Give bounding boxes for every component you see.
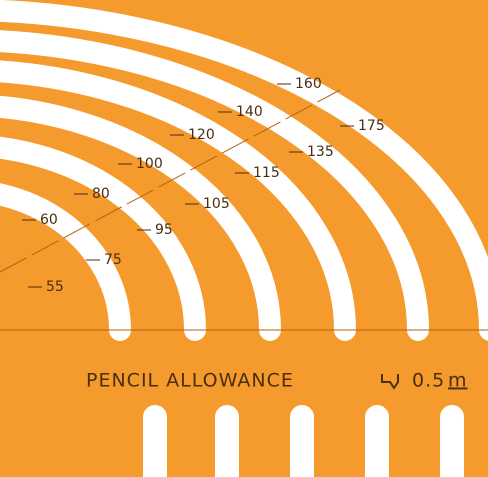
slot (365, 405, 389, 477)
size-label: 175 (358, 118, 385, 134)
allowance: 0.5 (412, 370, 445, 392)
size-label: 135 (307, 144, 334, 160)
size-label: 55 (46, 279, 64, 295)
size-label: 100 (136, 156, 163, 172)
size-label: 60 (40, 212, 58, 228)
slot (440, 405, 464, 477)
slot (0, 30, 429, 341)
size-label: 115 (253, 165, 280, 181)
slot (0, 60, 356, 341)
unit: m (448, 370, 468, 392)
size-label: 80 (92, 186, 110, 202)
slot (0, 95, 281, 341)
slot (290, 405, 314, 477)
axis-line (0, 89, 341, 273)
size-label: 140 (236, 104, 263, 120)
slot (0, 183, 131, 341)
slot (0, 136, 206, 341)
arc-slots (0, 0, 488, 341)
slot (143, 405, 167, 477)
caption: PENCIL ALLOWANCE (86, 370, 294, 392)
size-label: 105 (203, 196, 230, 212)
size-label: 95 (155, 222, 173, 238)
pencil-icon (381, 374, 399, 390)
size-label: 160 (295, 76, 322, 92)
slot (215, 405, 239, 477)
lower-slots (143, 405, 464, 477)
size-label: 120 (188, 127, 215, 143)
size-labels: 160 175 140 135 120 115 100 105 80 95 60 75 55 (22, 76, 385, 295)
size-label: 75 (104, 252, 122, 268)
slot (0, 0, 488, 341)
